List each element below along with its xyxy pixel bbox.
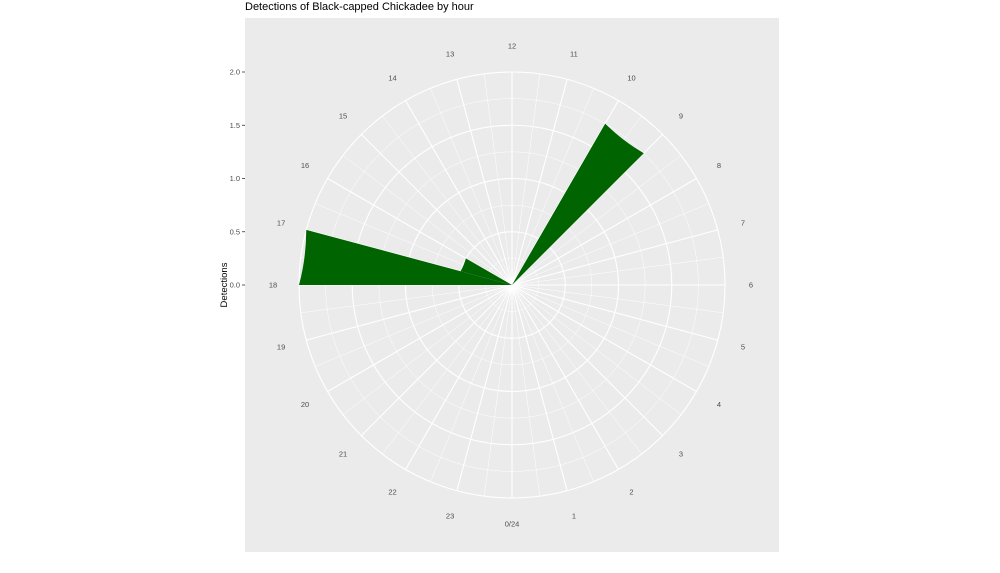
chart-title: Detections of Black-capped Chickadee by … (245, 1, 474, 13)
grid-spoke-minor (342, 284, 513, 415)
grid-spoke-minor (511, 88, 594, 286)
grid-spoke (511, 284, 568, 491)
grid-layer (298, 71, 726, 499)
hour-label: 13 (446, 50, 454, 59)
grid-spoke (405, 100, 513, 286)
grid-spoke-minor (342, 155, 513, 286)
hour-label: 12 (508, 42, 516, 51)
grid-spoke (456, 284, 513, 491)
grid-spoke-minor (511, 284, 724, 314)
grid-spoke-minor (483, 284, 513, 497)
grid-spoke (456, 79, 513, 286)
hour-label: 4 (717, 400, 721, 409)
hour-label: 2 (629, 488, 633, 497)
grid-spoke (511, 133, 664, 286)
grid-spoke (511, 178, 697, 286)
grid-spoke-minor (511, 256, 724, 286)
hour-label: 19 (277, 343, 285, 352)
hour-label: 5 (741, 343, 745, 352)
grid-spoke (511, 284, 664, 437)
y-axis: 0.0 0.5 1.0 1.5 2.0 (230, 68, 245, 290)
hour-label: 16 (301, 161, 309, 170)
hour-label: 22 (388, 488, 396, 497)
hour-labels: 0/24123456789101112131415161718192021222… (269, 42, 753, 529)
y-axis-label: Detections (219, 262, 230, 307)
hour-label: 0/24 (505, 520, 520, 529)
hour-label: 1 (572, 512, 576, 521)
hour-label: 14 (388, 74, 396, 83)
grid-spoke (327, 178, 513, 286)
y-tick-label: 1.5 (230, 121, 240, 130)
grid-spoke (511, 284, 619, 470)
y-tick-label: 0.5 (230, 227, 240, 236)
grid-spoke-minor (382, 284, 513, 455)
y-tick-label: 1.0 (230, 174, 240, 183)
grid-spoke-minor (382, 115, 513, 286)
grid-spoke-minor (511, 284, 594, 482)
grid-spoke-minor (511, 73, 541, 286)
hour-label: 18 (269, 281, 277, 290)
grid-spoke (306, 284, 513, 341)
grid-spoke (360, 284, 513, 437)
grid-spoke-minor (511, 284, 709, 367)
hour-label: 3 (679, 450, 683, 459)
grid-spoke-minor (430, 284, 513, 482)
grid-spoke (511, 229, 718, 286)
hour-label: 21 (339, 450, 347, 459)
grid-spoke-minor (511, 284, 541, 497)
grid-spoke-minor (511, 155, 682, 286)
grid-spoke (511, 284, 718, 341)
hour-label: 8 (717, 161, 721, 170)
hour-label: 15 (339, 112, 347, 121)
grid-spoke-minor (300, 284, 513, 314)
y-tick-label: 0.0 (230, 281, 240, 290)
grid-spoke (405, 284, 513, 470)
y-tick-label: 2.0 (230, 68, 240, 77)
hour-label: 17 (277, 219, 285, 228)
grid-spoke (511, 79, 568, 286)
hour-label: 7 (741, 219, 745, 228)
grid-spoke (360, 133, 513, 286)
grid-spoke-minor (511, 284, 682, 415)
bar-hour-9.5 (512, 123, 644, 285)
bar-layer (299, 123, 644, 285)
hour-label: 11 (570, 50, 578, 59)
grid-spoke-minor (483, 73, 513, 286)
hour-label: 20 (301, 400, 309, 409)
hour-label: 6 (749, 281, 753, 290)
bar-hour-17.5 (299, 229, 512, 285)
grid-spoke (511, 284, 697, 392)
grid-spoke-minor (315, 284, 513, 367)
grid-spoke (327, 284, 513, 392)
hour-label: 10 (627, 74, 635, 83)
grid-spoke-minor (511, 284, 642, 455)
grid-spoke-minor (430, 88, 513, 286)
grid-spoke-minor (511, 203, 709, 286)
bar-hour-16.5 (460, 258, 512, 285)
hour-label: 9 (679, 112, 683, 121)
hour-label: 23 (446, 512, 454, 521)
